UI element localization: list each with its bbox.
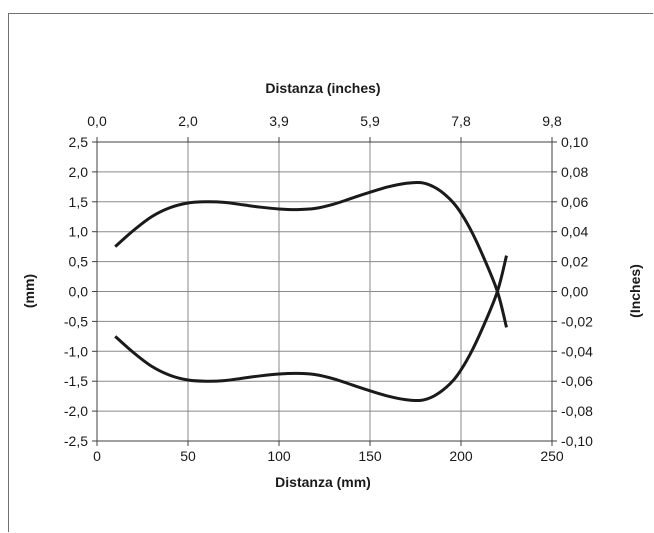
y2-tick-label: 0,00 <box>561 284 588 300</box>
chart-frame <box>8 13 653 532</box>
series-line-lower <box>114 255 508 403</box>
y-tick-label: 0,5 <box>69 254 89 270</box>
x2-tick-label: 2,0 <box>178 113 198 129</box>
y-tick-label: -1,5 <box>64 373 88 389</box>
x2-tick-label: 7,8 <box>451 113 471 129</box>
series-layer <box>114 180 508 403</box>
y2-tick-label: 0,04 <box>561 224 588 240</box>
y2-tick-label: 0,06 <box>561 194 588 210</box>
x-axis-title: Distanza (mm) <box>275 474 371 490</box>
y-tick-label: -0,5 <box>64 313 88 329</box>
x-tick-label: 50 <box>180 448 196 464</box>
grid-layer <box>96 141 553 442</box>
y-tick-label: 0,0 <box>69 284 89 300</box>
y-tick-label: 2,0 <box>69 164 89 180</box>
x2-tick-label: 3,9 <box>269 113 289 129</box>
x-tick-label: 100 <box>267 448 291 464</box>
y-tick-label: -2,0 <box>64 403 88 419</box>
y-tick-label: -1,0 <box>64 343 88 359</box>
y2-tick-label: -0,02 <box>561 313 593 329</box>
x-tick-label: 200 <box>449 448 473 464</box>
x2-tick-label: 5,9 <box>360 113 380 129</box>
y2-tick-label: 0,02 <box>561 254 588 270</box>
x-tick-label: 250 <box>540 448 564 464</box>
y-tick-label: 2,5 <box>69 134 89 150</box>
y-tick-label: 1,5 <box>69 194 89 210</box>
x2-tick-label: 9,8 <box>542 113 562 129</box>
x-tick-label: 150 <box>358 448 382 464</box>
x2-axis-title: Distanza (inches) <box>265 80 380 96</box>
series-line-upper <box>114 180 508 328</box>
y2-tick-label: -0,06 <box>561 373 593 389</box>
y2-tick-label: -0,04 <box>561 343 593 359</box>
y2-axis-title: (Inches) <box>627 264 643 318</box>
y2-tick-label: -0,10 <box>561 433 593 449</box>
y2-tick-label: 0,08 <box>561 164 588 180</box>
x-tick-label: 0 <box>93 448 101 464</box>
y-tick-label: -2,5 <box>64 433 88 449</box>
y2-tick-label: -0,08 <box>561 403 593 419</box>
x2-tick-label: 0,0 <box>87 113 107 129</box>
y-axis-title: (mm) <box>21 274 37 308</box>
axes-layer <box>92 137 557 446</box>
y2-tick-label: 0,10 <box>561 134 588 150</box>
y-tick-label: 1,0 <box>69 224 89 240</box>
tick-labels-layer: 0 50 100 150 200 250 0,0 2,0 3,9 5,9 7,8 9,8 2,5 2,0 1… <box>64 113 593 464</box>
